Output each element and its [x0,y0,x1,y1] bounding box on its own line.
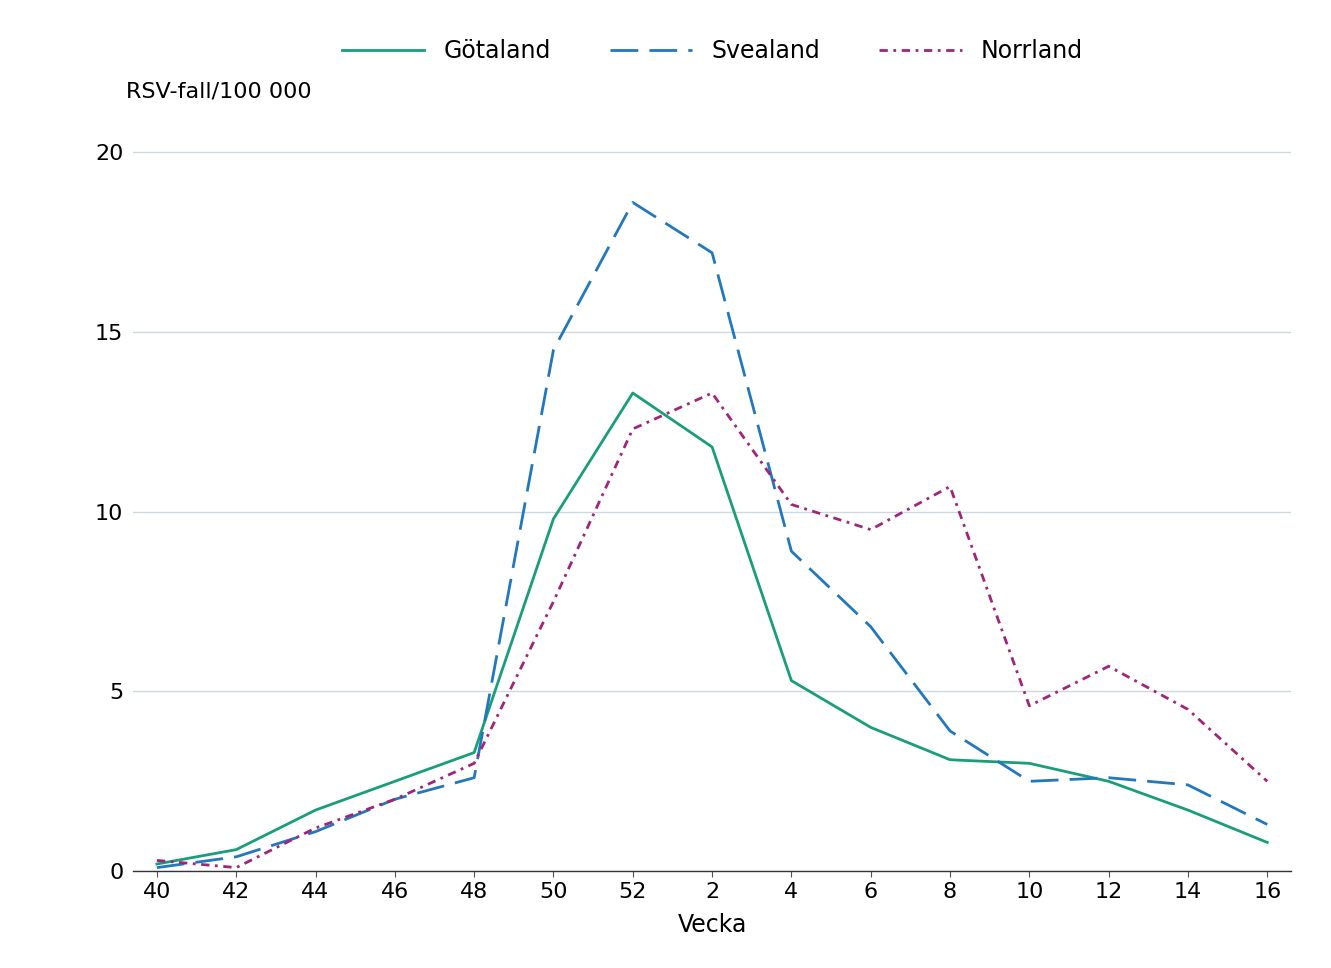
Svealand [228,851,244,862]
Norrland [704,387,720,399]
Legend: Götaland, Svealand, Norrland: Götaland, Svealand, Norrland [333,30,1091,73]
Norrland [466,758,482,770]
Götaland [466,746,482,758]
Norrland [624,423,640,435]
Norrland [307,822,323,833]
Line: Götaland: Götaland [157,393,1267,864]
Norrland [228,862,244,873]
Norrland [546,595,562,607]
Norrland [1259,775,1275,787]
Götaland [546,513,562,525]
Svealand [704,247,720,258]
Svealand [1181,779,1197,791]
Götaland [228,844,244,856]
Svealand [1021,775,1037,787]
Text: RSV-fall/100 000: RSV-fall/100 000 [126,81,311,102]
Götaland [942,754,958,766]
Götaland [784,675,800,686]
Svealand [624,197,640,208]
Götaland [1259,836,1275,848]
Svealand [784,545,800,557]
Götaland [1021,758,1037,770]
Norrland [387,794,403,805]
Line: Norrland: Norrland [157,393,1267,867]
Norrland [149,855,165,866]
Götaland [624,387,640,399]
Norrland [1021,700,1037,711]
Svealand [546,344,562,355]
Götaland [387,775,403,787]
Götaland [149,859,165,870]
Svealand [149,862,165,873]
Svealand [466,771,482,783]
Svealand [307,826,323,837]
Norrland [784,499,800,510]
Norrland [942,481,958,493]
Svealand [862,620,878,632]
Götaland [704,441,720,453]
Svealand [1259,819,1275,831]
Norrland [1101,660,1117,672]
Line: Svealand: Svealand [157,202,1267,867]
Norrland [862,524,878,535]
Svealand [1101,771,1117,783]
Götaland [307,804,323,816]
Norrland [1181,704,1197,715]
Svealand [387,794,403,805]
Götaland [1181,804,1197,816]
X-axis label: Vecka: Vecka [677,913,747,937]
Götaland [1101,775,1117,787]
Svealand [942,725,958,737]
Götaland [862,721,878,733]
